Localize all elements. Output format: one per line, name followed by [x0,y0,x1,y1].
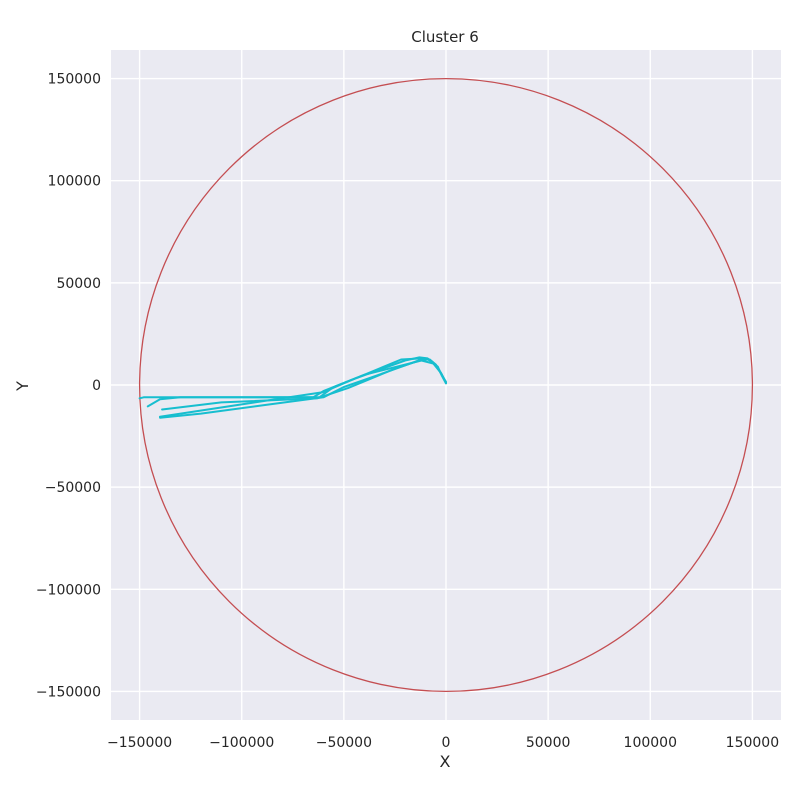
x-tick-label: −150000 [107,735,172,751]
y-tick-label: −150000 [36,684,101,700]
x-tick-label: 50000 [526,735,571,751]
y-tick-label: 100000 [48,174,101,190]
x-tick-label: 0 [442,735,451,751]
y-tick-label: −100000 [36,582,101,598]
chart-title: Cluster 6 [411,28,479,46]
trajectory-line [159,356,447,418]
y-tick-label: −50000 [45,480,101,496]
y-tick-label: 150000 [48,72,101,88]
x-tick-label: 100000 [624,735,677,751]
y-tick-label: 50000 [56,276,101,292]
x-axis-label: X [440,752,451,771]
x-tick-label: −100000 [209,735,274,751]
x-ticks: −150000 −100000 −50000 0 50000 100000 150000 [107,735,779,751]
x-tick-label: 150000 [726,735,779,751]
series-layer [138,356,447,419]
y-ticks: −150000 −100000 −50000 0 50000 100000 150000 [36,72,101,701]
boundary-circle [138,77,754,693]
y-axis-label: Y [13,381,32,392]
boundary-circle-layer [138,77,754,693]
y-tick-label: 0 [92,378,101,394]
x-tick-label: −50000 [316,735,372,751]
